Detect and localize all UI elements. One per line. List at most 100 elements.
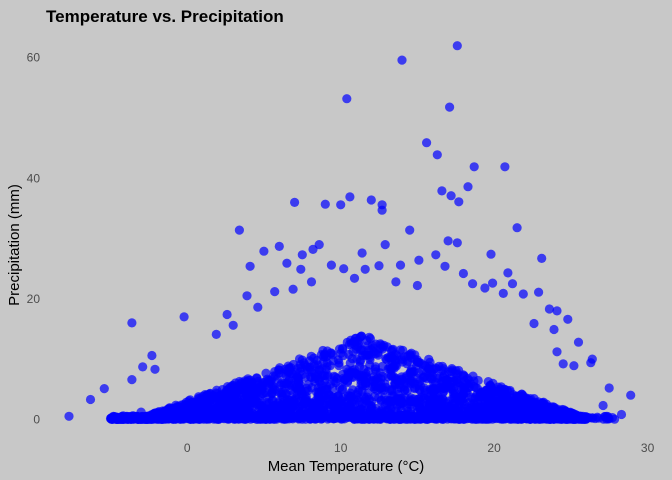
data-point bbox=[607, 413, 618, 423]
data-point bbox=[331, 411, 341, 421]
x-tick-label: 20 bbox=[487, 441, 501, 455]
data-point bbox=[300, 372, 310, 382]
data-point bbox=[223, 382, 233, 392]
data-point bbox=[414, 255, 424, 265]
data-point bbox=[405, 225, 415, 235]
data-point bbox=[496, 397, 506, 407]
data-point bbox=[458, 390, 468, 400]
data-point bbox=[454, 377, 464, 387]
data-point bbox=[127, 412, 137, 422]
data-point bbox=[396, 355, 406, 365]
data-point bbox=[342, 94, 352, 104]
data-point bbox=[391, 277, 401, 287]
data-point bbox=[515, 393, 525, 403]
data-point bbox=[543, 411, 553, 421]
x-tick-label: 30 bbox=[641, 441, 655, 455]
data-point bbox=[188, 412, 198, 422]
data-point bbox=[334, 344, 345, 354]
data-point bbox=[396, 374, 407, 384]
data-point bbox=[179, 312, 189, 322]
data-point bbox=[356, 355, 366, 365]
data-point bbox=[345, 192, 355, 202]
data-point bbox=[552, 347, 562, 357]
data-point bbox=[537, 253, 547, 263]
data-point bbox=[234, 225, 244, 235]
data-point bbox=[308, 244, 318, 254]
data-point bbox=[276, 403, 286, 413]
x-tick-label: 10 bbox=[334, 441, 348, 455]
data-point bbox=[529, 318, 539, 329]
x-axis-ticks: 0 10 20 30 bbox=[184, 441, 655, 455]
data-point bbox=[274, 365, 284, 375]
data-point bbox=[290, 197, 300, 207]
data-point bbox=[299, 405, 309, 415]
data-point bbox=[284, 364, 294, 374]
data-point bbox=[178, 411, 188, 421]
data-point bbox=[255, 413, 265, 423]
data-point bbox=[534, 287, 544, 297]
data-point bbox=[195, 403, 205, 413]
data-point bbox=[365, 352, 375, 362]
data-point bbox=[277, 411, 287, 421]
data-point bbox=[512, 223, 522, 233]
data-point bbox=[463, 182, 473, 192]
data-point bbox=[439, 377, 449, 388]
data-point bbox=[481, 397, 491, 407]
data-point bbox=[418, 372, 428, 383]
data-point bbox=[374, 261, 384, 271]
data-point bbox=[339, 264, 349, 274]
data-point bbox=[600, 412, 610, 422]
data-point bbox=[387, 363, 397, 373]
data-point bbox=[275, 395, 285, 405]
data-point bbox=[386, 346, 397, 356]
data-point bbox=[518, 289, 528, 299]
data-point bbox=[245, 387, 255, 397]
data-point bbox=[234, 411, 245, 421]
data-point bbox=[458, 370, 468, 380]
data-point bbox=[552, 306, 562, 316]
data-point bbox=[405, 368, 415, 378]
data-point bbox=[292, 372, 302, 382]
data-point bbox=[305, 365, 315, 375]
data-point bbox=[466, 403, 476, 413]
data-point bbox=[432, 150, 442, 160]
data-point bbox=[320, 376, 330, 386]
data-point bbox=[498, 288, 508, 298]
data-point bbox=[370, 391, 380, 402]
data-point bbox=[240, 376, 250, 386]
data-point bbox=[357, 248, 367, 258]
data-point bbox=[283, 380, 293, 391]
data-point bbox=[394, 413, 405, 424]
data-point bbox=[558, 359, 568, 369]
data-point bbox=[446, 383, 457, 393]
data-point bbox=[326, 260, 336, 270]
data-point bbox=[486, 249, 496, 259]
data-point bbox=[325, 361, 335, 371]
data-point bbox=[306, 277, 317, 287]
data-point bbox=[493, 382, 503, 392]
data-point bbox=[452, 41, 462, 51]
data-point bbox=[376, 374, 386, 384]
data-point bbox=[160, 414, 171, 424]
data-point bbox=[406, 396, 416, 406]
data-point bbox=[395, 260, 406, 270]
data-point bbox=[422, 412, 432, 422]
data-point bbox=[459, 412, 469, 422]
data-point bbox=[64, 411, 74, 421]
data-point bbox=[544, 304, 555, 314]
y-axis-title: Precipitation (mm) bbox=[6, 184, 23, 306]
data-point bbox=[293, 363, 303, 373]
data-point bbox=[443, 236, 453, 246]
data-point bbox=[437, 186, 447, 196]
data-point bbox=[410, 379, 420, 389]
data-point bbox=[507, 279, 518, 289]
data-point bbox=[346, 392, 356, 402]
data-point bbox=[469, 162, 479, 172]
data-point bbox=[242, 291, 252, 301]
data-point bbox=[503, 399, 514, 409]
data-point bbox=[228, 320, 238, 330]
data-point bbox=[108, 412, 119, 422]
data-point bbox=[385, 414, 395, 424]
data-point bbox=[616, 409, 627, 420]
